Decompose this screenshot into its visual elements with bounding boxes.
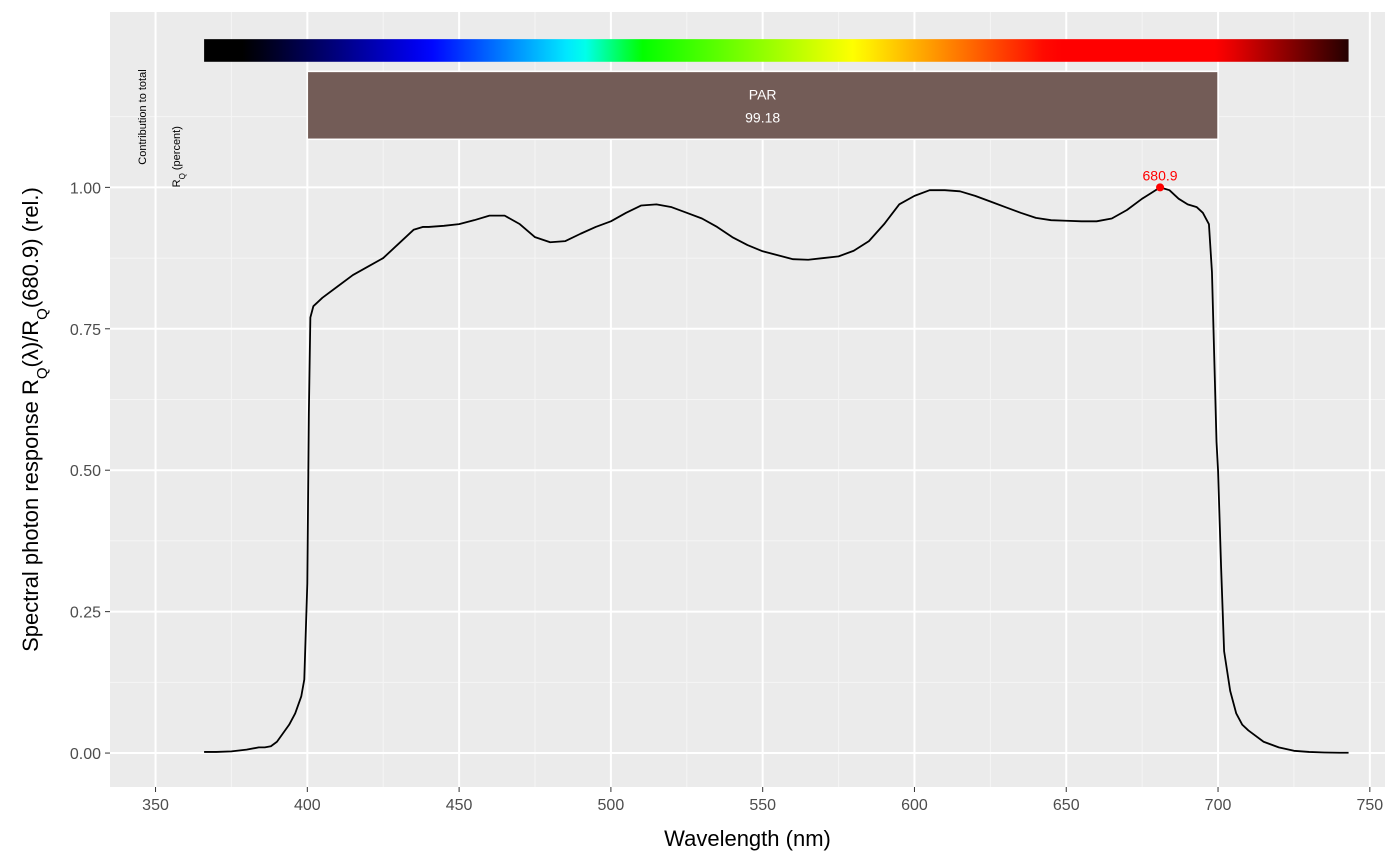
x-tick-label: 400 — [294, 797, 321, 814]
y-axis-title-part: Spectral photon response R — [18, 379, 43, 652]
x-axis-title: Wavelength (nm) — [664, 826, 831, 851]
band-value: 99.18 — [745, 109, 780, 125]
par-band — [306, 70, 1219, 141]
wavelength-color-bar — [204, 39, 1349, 62]
y-tick-label: 0.00 — [70, 746, 101, 763]
peak-label: 680.9 — [1143, 167, 1178, 183]
peak-point — [1156, 183, 1165, 192]
series-layer — [204, 186, 1349, 754]
y-axis: 0.00 0.25 0.50 0.75 1.00 — [70, 180, 110, 763]
y-axis-title-part: Q — [34, 367, 51, 379]
contribution-label-part: Q — [178, 173, 187, 179]
y-axis-title-part: (680.9) (rel.) — [18, 187, 43, 308]
y-axis-title-part: (λ)/R — [18, 320, 43, 368]
contribution-label-part: (percent) — [171, 126, 183, 173]
x-tick-label: 650 — [1053, 797, 1080, 814]
x-tick-label: 600 — [901, 797, 928, 814]
y-tick-label: 1.00 — [70, 180, 101, 197]
y-axis-title-part: Q — [34, 308, 51, 320]
x-tick-label: 550 — [749, 797, 776, 814]
x-tick-label: 350 — [142, 797, 169, 814]
contribution-label-part: R — [171, 179, 183, 187]
x-tick-label: 750 — [1356, 797, 1383, 814]
x-tick-label: 700 — [1205, 797, 1232, 814]
x-axis: 350 400 450 500 550 600 650 700 750 — [142, 787, 1383, 814]
y-tick-label: 0.75 — [70, 322, 101, 339]
band-name: PAR — [749, 86, 777, 102]
y-tick-label: 0.50 — [70, 463, 101, 480]
contribution-label-line1: Contribution to total — [137, 69, 149, 164]
series-line — [204, 186, 1349, 754]
y-axis-title: Spectral photon response RQ(λ)/RQ(680.9)… — [18, 187, 51, 652]
minor-gridlines — [110, 12, 1385, 787]
contribution-label-line2: RQ (percent) — [171, 126, 187, 187]
x-tick-label: 450 — [446, 797, 473, 814]
major-gridlines — [110, 12, 1385, 787]
y-tick-label: 0.25 — [70, 605, 101, 622]
x-tick-label: 500 — [598, 797, 625, 814]
